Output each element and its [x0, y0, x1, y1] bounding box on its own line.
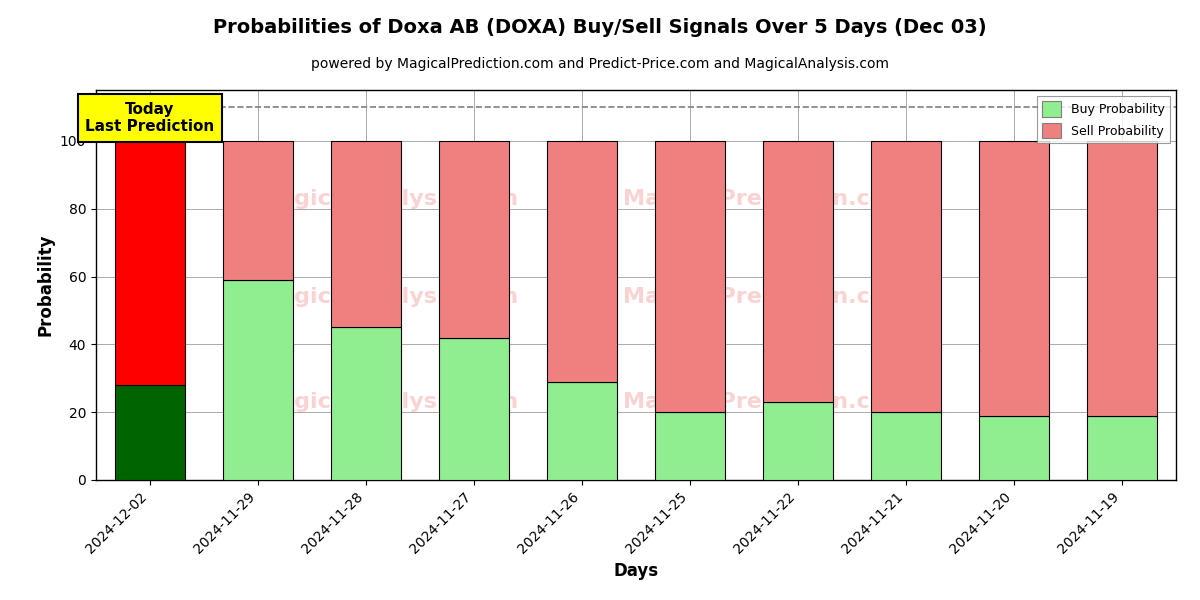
Bar [1087, 416, 1157, 480]
Text: Probabilities of Doxa AB (DOXA) Buy/Sell Signals Over 5 Days (Dec 03): Probabilities of Doxa AB (DOXA) Buy/Sell… [214, 18, 986, 37]
Bar [655, 412, 725, 480]
Text: MagicalPrediction.com: MagicalPrediction.com [623, 287, 908, 307]
Legend: Buy Probability, Sell Probability: Buy Probability, Sell Probability [1037, 96, 1170, 143]
Bar [223, 141, 293, 280]
Bar [115, 141, 185, 385]
Bar [547, 382, 617, 480]
Bar [223, 280, 293, 480]
Bar [871, 412, 941, 480]
Bar [763, 402, 833, 480]
Text: Today
Last Prediction: Today Last Prediction [85, 102, 215, 134]
Bar [439, 141, 509, 338]
Text: MagicalAnalysis.com: MagicalAnalysis.com [257, 287, 518, 307]
Bar [655, 141, 725, 412]
Bar [979, 141, 1049, 416]
Bar [979, 416, 1049, 480]
Text: MagicalAnalysis.com: MagicalAnalysis.com [257, 189, 518, 209]
Bar [547, 141, 617, 382]
Bar [331, 328, 401, 480]
Bar [763, 141, 833, 402]
Bar [1087, 141, 1157, 416]
Bar [331, 141, 401, 328]
Text: MagicalPrediction.com: MagicalPrediction.com [623, 189, 908, 209]
Text: MagicalPrediction.com: MagicalPrediction.com [623, 392, 908, 412]
Text: powered by MagicalPrediction.com and Predict-Price.com and MagicalAnalysis.com: powered by MagicalPrediction.com and Pre… [311, 57, 889, 71]
Bar [439, 338, 509, 480]
Text: MagicalAnalysis.com: MagicalAnalysis.com [257, 392, 518, 412]
Y-axis label: Probability: Probability [36, 234, 54, 336]
Bar [115, 385, 185, 480]
Bar [871, 141, 941, 412]
X-axis label: Days: Days [613, 562, 659, 580]
